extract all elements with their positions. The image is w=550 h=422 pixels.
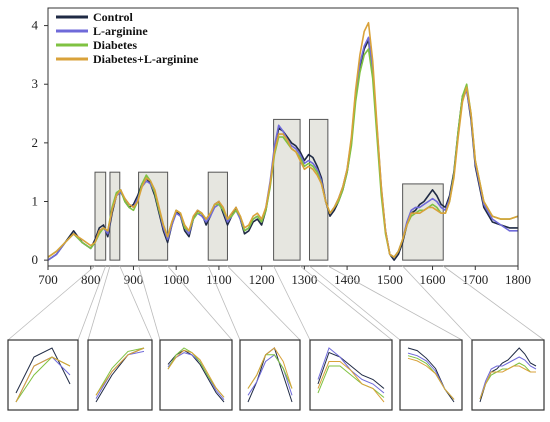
legend-label: L-arginine [93, 24, 148, 38]
connector-line [273, 265, 311, 341]
connector-line [87, 265, 111, 341]
series-line-diabetes-l-arginine [47, 21, 519, 259]
x-tick-label: 1000 [163, 272, 189, 287]
y-tick-label: 0 [32, 252, 39, 267]
connector-line [299, 265, 393, 341]
inset-series-line [407, 357, 455, 400]
inset-series-line [317, 361, 385, 403]
inset-frame [471, 339, 545, 411]
x-tick-label: 1500 [377, 272, 403, 287]
connector-line [309, 265, 401, 341]
x-tick-label: 1100 [206, 272, 232, 287]
zoom-inset-7 [471, 339, 545, 411]
inset-series-line [479, 356, 537, 400]
connector-line [167, 265, 233, 341]
inset-series-line [95, 347, 145, 396]
x-tick-label: 1700 [462, 272, 488, 287]
legend-label: Diabetes [93, 38, 137, 52]
zoom-inset-3 [159, 339, 233, 411]
connector-line [119, 265, 153, 341]
inset-frame [7, 339, 79, 411]
zoom-inset-5 [309, 339, 393, 411]
series-lines [47, 21, 519, 261]
inset-series-line [167, 349, 225, 398]
zoom-connector-lines [7, 265, 545, 341]
x-tick-label: 700 [38, 272, 58, 287]
inset-series-line [95, 347, 145, 396]
highlight-region-1 [94, 171, 107, 261]
legend: ControlL-arginineDiabetesDiabetes+L-argi… [56, 10, 199, 66]
zoom-inset-4 [239, 339, 301, 411]
inset-frame [159, 339, 233, 411]
x-tick-label: 1800 [505, 272, 531, 287]
zoom-inset-1 [7, 339, 79, 411]
zoom-inset-6 [399, 339, 463, 411]
connector-line [442, 265, 545, 341]
y-tick-label: 3 [32, 76, 39, 91]
connector-line [7, 265, 96, 341]
x-tick-label: 1600 [420, 272, 446, 287]
axes: 700 800 900 1000 1100 1200 1300 1400 1500 1600 170… [32, 18, 532, 287]
connector-line [402, 265, 473, 341]
connector-line [227, 265, 301, 341]
x-tick-label: 800 [81, 272, 101, 287]
inset-series-line [15, 356, 71, 403]
inset-series-line [247, 347, 293, 389]
x-tick-label: 1200 [249, 272, 275, 287]
connector-line [138, 265, 161, 341]
inset-series-line [479, 365, 536, 400]
highlight-region-6 [308, 118, 329, 261]
plot-area-frame [47, 7, 519, 267]
connector-line [327, 265, 463, 341]
x-tick-label: 1400 [334, 272, 360, 287]
legend-label: Control [93, 10, 133, 24]
zoom-inset-2 [87, 339, 153, 411]
connector-line [77, 265, 107, 341]
x-tick-label: 1300 [291, 272, 317, 287]
y-tick-label: 2 [32, 135, 39, 150]
x-tick-label: 900 [124, 272, 144, 287]
legend-label: Diabetes+L-arginine [93, 52, 199, 66]
y-tick-label: 4 [32, 18, 39, 33]
y-tick-label: 1 [32, 194, 39, 209]
inset-series-line [317, 351, 385, 389]
highlighted-regions [94, 118, 444, 261]
zoom-insets [7, 339, 545, 411]
connector-line [207, 265, 241, 341]
